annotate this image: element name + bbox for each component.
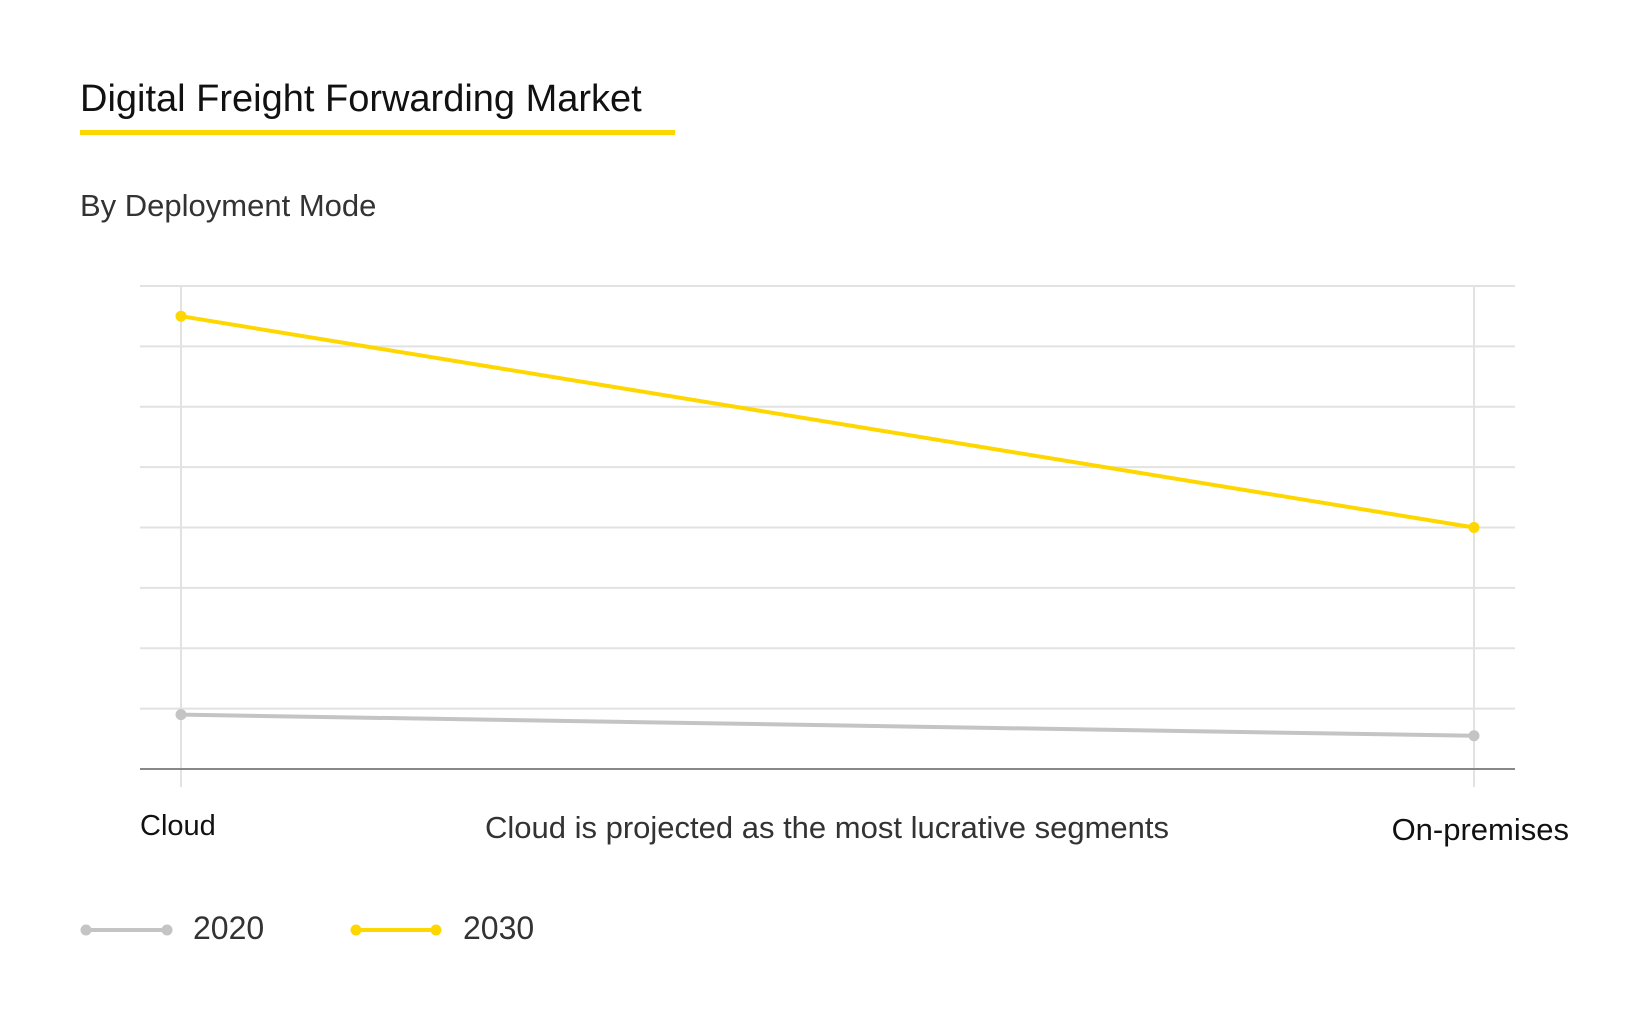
series-line-2020	[180, 712, 1475, 738]
legend-marker-2020	[80, 924, 92, 936]
category-label-on-premises: On-premises	[1391, 812, 1569, 847]
legend-label-2020: 2020	[193, 910, 265, 946]
legend-marker-2030	[430, 924, 442, 936]
data-point-2030-0	[175, 310, 187, 322]
data-point-2020-0	[175, 709, 187, 721]
title-underline	[80, 130, 675, 135]
legend-marker-2030	[350, 924, 362, 936]
data-point-2020-1	[1468, 730, 1480, 742]
chart-annotation: Cloud is projected as the most lucrative…	[484, 810, 1170, 845]
series-line-2030	[180, 314, 1475, 530]
chart-subtitle: By Deployment Mode	[80, 188, 377, 223]
legend-marker-2020	[161, 924, 173, 936]
chart-title: Digital Freight Forwarding Market	[80, 78, 642, 120]
legend-label-2030: 2030	[463, 910, 535, 946]
data-point-2030-1	[1468, 522, 1480, 533]
category-label-cloud: Cloud	[140, 810, 216, 842]
